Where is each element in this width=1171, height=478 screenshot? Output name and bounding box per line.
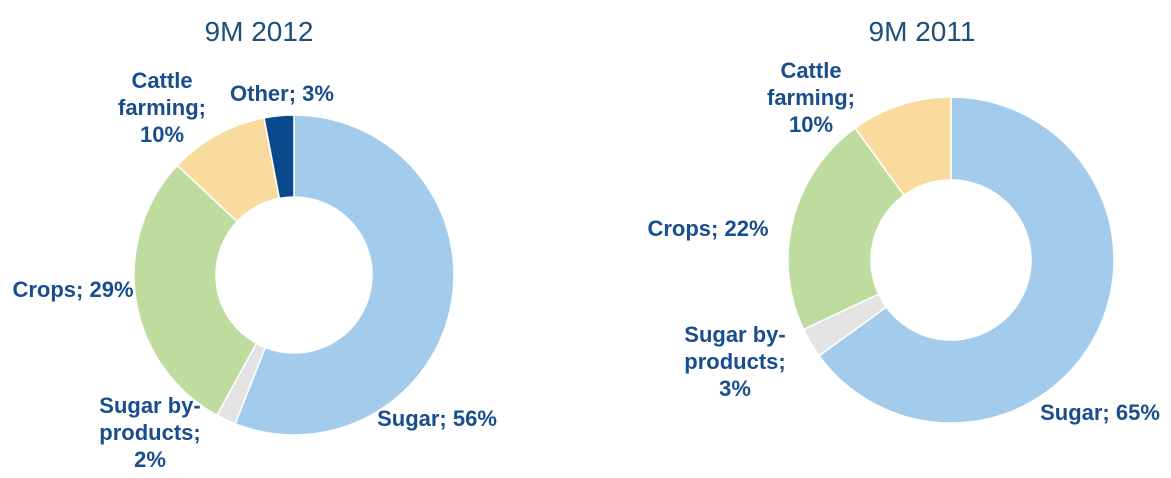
slices [787, 96, 1115, 424]
slice-crops [133, 164, 258, 417]
slice-label-sugar: Sugar; 56% [377, 406, 497, 431]
slice-label-sugar-by-products: Sugar by-products; 3% [684, 322, 785, 401]
slice-label-cattle-farming: Cattle farming; 10% [118, 68, 206, 147]
slice-label-sugar-by-products: Sugar by-products; 2% [99, 393, 200, 472]
slice-label-other: Other; 3% [230, 81, 334, 106]
slice-crops [787, 127, 906, 331]
slice-label-cattle-farming: Cattle farming; 10% [767, 58, 855, 137]
slice-other [263, 114, 295, 200]
slice-label-sugar: Sugar; 65% [1040, 400, 1160, 425]
donut-chart-9m-2011: 9M 2011 Sugar; 65% Sugar by-products; 3% Cr… [647, 16, 1159, 425]
slice-label-crops: Crops; 22% [647, 216, 768, 241]
slice-labels: Sugar; 56% Sugar by-products; 2% Crops; 29%… [12, 68, 496, 472]
donut-chart-9m-2012: 9M 2012 Sugar; 56% Sugar by-products; 2% Cr… [12, 16, 496, 472]
chart-title: 9M 2012 [205, 16, 314, 47]
slice-cattle-farming [854, 96, 952, 197]
slices [133, 114, 455, 436]
chart-title: 9M 2011 [869, 16, 976, 47]
slice-sugar [234, 114, 455, 436]
slice-label-crops: Crops; 29% [12, 277, 133, 302]
slice-sugar [818, 96, 1115, 424]
slice-labels: Sugar; 65% Sugar by-products; 3% Crops; 22%… [647, 58, 1159, 425]
